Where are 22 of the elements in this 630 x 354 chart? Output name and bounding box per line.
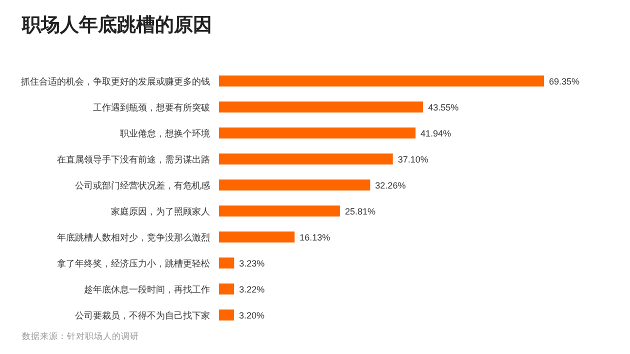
category-label: 公司或部门经营状况差，有危机感 <box>75 180 210 190</box>
category-label: 趁年底休息一段时间，再找工作 <box>84 284 210 294</box>
category-label: 抓住合适的机会，争取更好的发展或赚更多的钱 <box>21 76 210 86</box>
value-label: 16.13% <box>300 232 330 242</box>
value-label: 25.81% <box>344 206 376 216</box>
category-label: 在直属领导手下没有前途，需另谋出路 <box>57 154 210 164</box>
value-label: 43.55% <box>428 102 459 112</box>
category-label: 拿了年终奖，经济压力小，跳槽更轻松 <box>57 258 210 268</box>
value-label: 32.26% <box>375 180 406 190</box>
category-label: 年底跳槽人数相对少，竞争没那么激烈 <box>57 232 210 242</box>
value-label: 41.94% <box>420 128 452 138</box>
value-label: 3.23% <box>239 258 265 268</box>
category-label: 家庭原因，为了照顾家人 <box>111 206 210 216</box>
category-label: 职业倦怠，想换个环境 <box>120 128 210 138</box>
value-label: 37.10% <box>398 154 428 164</box>
category-label: 工作遇到瓶颈，想要有所突破 <box>93 102 210 112</box>
category-label: 公司要裁员，不得不为自己找下家 <box>75 310 210 320</box>
value-label: 3.22% <box>239 284 265 294</box>
value-label: 3.20% <box>239 310 265 320</box>
annotation: 数据来源：针对职场人的调研 <box>22 331 139 341</box>
title: 职场人年底跳槽的原因 <box>22 15 212 36</box>
value-label: 69.35% <box>549 76 580 86</box>
